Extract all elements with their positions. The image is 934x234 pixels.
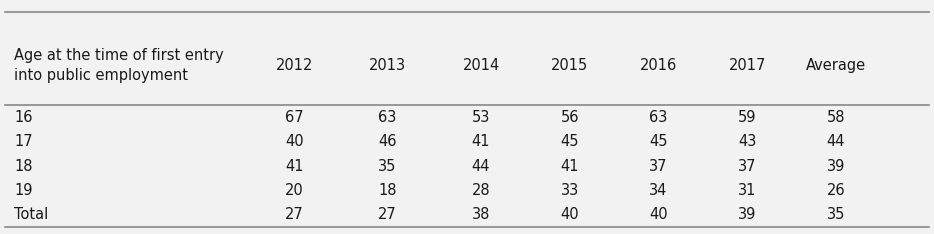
Text: 2017: 2017 <box>729 58 766 73</box>
Text: 17: 17 <box>14 134 33 149</box>
Text: Total: Total <box>14 207 49 222</box>
Text: 41: 41 <box>560 159 579 174</box>
Text: 40: 40 <box>649 207 668 222</box>
Text: 46: 46 <box>378 134 397 149</box>
Text: 45: 45 <box>649 134 668 149</box>
Text: 38: 38 <box>472 207 490 222</box>
Text: Average: Average <box>806 58 866 73</box>
Text: 35: 35 <box>827 207 845 222</box>
Text: 53: 53 <box>472 110 490 125</box>
Text: 27: 27 <box>285 207 304 222</box>
Text: 33: 33 <box>560 183 579 198</box>
Text: 2016: 2016 <box>640 58 677 73</box>
Text: 18: 18 <box>14 159 33 174</box>
Text: Age at the time of first entry
into public employment: Age at the time of first entry into publ… <box>14 48 224 83</box>
Text: 67: 67 <box>285 110 304 125</box>
Text: 27: 27 <box>378 207 397 222</box>
Text: 35: 35 <box>378 159 397 174</box>
Text: 63: 63 <box>649 110 668 125</box>
Text: 56: 56 <box>560 110 579 125</box>
Text: 39: 39 <box>827 159 845 174</box>
Text: 18: 18 <box>378 183 397 198</box>
Text: 31: 31 <box>738 183 757 198</box>
Text: 43: 43 <box>738 134 757 149</box>
Text: 34: 34 <box>649 183 668 198</box>
Text: 44: 44 <box>827 134 845 149</box>
Text: 45: 45 <box>560 134 579 149</box>
Text: 37: 37 <box>649 159 668 174</box>
Text: 19: 19 <box>14 183 33 198</box>
Text: 2014: 2014 <box>462 58 500 73</box>
Text: 37: 37 <box>738 159 757 174</box>
Text: 40: 40 <box>285 134 304 149</box>
Text: 2013: 2013 <box>369 58 406 73</box>
Text: 28: 28 <box>472 183 490 198</box>
Text: 2015: 2015 <box>551 58 588 73</box>
Text: 40: 40 <box>560 207 579 222</box>
Text: 20: 20 <box>285 183 304 198</box>
Text: 26: 26 <box>827 183 845 198</box>
Text: 39: 39 <box>738 207 757 222</box>
Text: 2012: 2012 <box>276 58 313 73</box>
Text: 41: 41 <box>285 159 304 174</box>
Text: 44: 44 <box>472 159 490 174</box>
Text: 63: 63 <box>378 110 397 125</box>
Text: 41: 41 <box>472 134 490 149</box>
Text: 59: 59 <box>738 110 757 125</box>
Text: 58: 58 <box>827 110 845 125</box>
Text: 16: 16 <box>14 110 33 125</box>
